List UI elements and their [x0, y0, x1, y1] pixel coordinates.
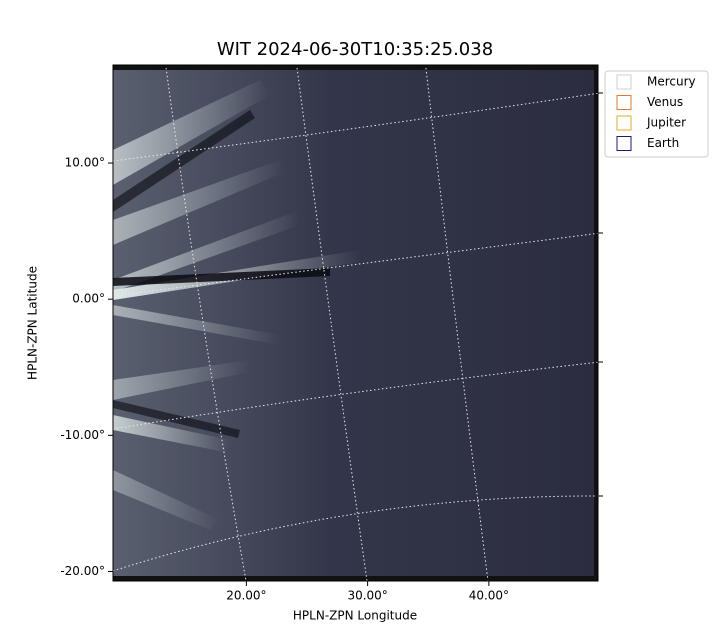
grid-line [425, 65, 489, 581]
y-tick-label: -20.00° [60, 564, 105, 578]
image [113, 65, 598, 581]
y-tick-label: 10.00° [65, 156, 105, 170]
grid-line [165, 65, 247, 581]
grid-line [296, 65, 368, 581]
legend-swatch [616, 74, 632, 90]
y-tick-label: 0.00° [72, 292, 105, 306]
y-axis-label: HPLN-ZPN Latitude [26, 266, 40, 380]
plot-frame [112, 64, 599, 582]
legend-label: Mercury [647, 75, 696, 89]
legend-swatch [616, 95, 632, 110]
legend [604, 70, 709, 158]
legend-swatch [616, 115, 632, 131]
legend-label: Earth [647, 136, 679, 150]
x-axis-label: HPLN-ZPN Longitude [293, 609, 417, 623]
y-tick-label: -10.00° [60, 428, 105, 442]
chart-title: WIT 2024-06-30T10:35:25.038 [217, 39, 493, 60]
legend-label: Venus [647, 95, 683, 109]
legend-swatch [616, 136, 632, 151]
grid-line [113, 495, 598, 572]
x-tick-label: 30.00° [347, 589, 387, 603]
x-tick-label: 20.00° [226, 589, 266, 603]
x-tick-label: 40.00° [469, 589, 509, 603]
legend-label: Jupiter [646, 116, 686, 130]
